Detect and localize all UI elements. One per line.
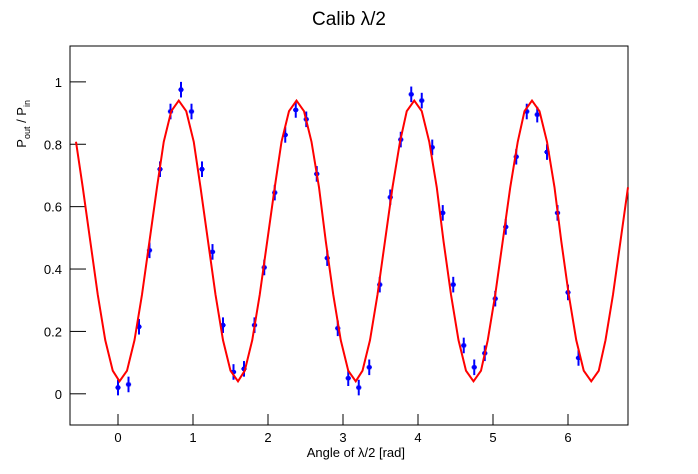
- y-tick-label: 0.6: [44, 200, 62, 215]
- y-label-part: P: [14, 139, 29, 148]
- y-tick-label: 0.2: [44, 324, 62, 339]
- data-point: [451, 282, 456, 287]
- data-point: [535, 112, 540, 117]
- x-axis-label: Angle of λ/2 [rad]: [307, 445, 405, 460]
- y-label-part: / P: [14, 107, 29, 127]
- y-tick-label: 0.4: [44, 262, 62, 277]
- data-point: [430, 145, 435, 150]
- y-label-part: out: [22, 126, 32, 139]
- x-tick-label: 3: [339, 430, 346, 445]
- data-point: [137, 324, 141, 329]
- data-point: [472, 365, 477, 370]
- data-point: [283, 132, 288, 137]
- data-point: [179, 87, 183, 92]
- data-point: [440, 210, 445, 215]
- data-point: [335, 326, 340, 331]
- data-point: [189, 109, 194, 114]
- data-point: [293, 107, 298, 112]
- data-point: [346, 376, 351, 381]
- data-point: [210, 249, 215, 254]
- x-tick-label: 1: [189, 430, 196, 445]
- data-point: [200, 167, 204, 172]
- data-point: [545, 150, 549, 155]
- data-point: [461, 343, 466, 348]
- x-tick-label: 5: [489, 430, 496, 445]
- data-point: [367, 365, 372, 370]
- x-tick-label: 2: [264, 430, 271, 445]
- data-point: [116, 385, 120, 390]
- data-point: [576, 355, 581, 360]
- data-point: [409, 92, 414, 97]
- data-point: [231, 369, 236, 374]
- fit-curve: [75, 98, 629, 384]
- y-tick-label: 1: [55, 75, 62, 90]
- x-tick-label: 0: [114, 430, 121, 445]
- data-point: [147, 248, 152, 253]
- y-tick-label: 0: [55, 387, 62, 402]
- data-point: [503, 224, 508, 229]
- y-axis-label: Pout / Pin: [14, 100, 32, 148]
- chart-title: Calib λ/2: [312, 9, 386, 30]
- y-tick-label: 0.8: [44, 137, 62, 152]
- data-point: [524, 109, 529, 114]
- data-point: [356, 385, 361, 390]
- x-tick-label: 6: [564, 430, 571, 445]
- data-point: [419, 98, 424, 103]
- data-point: [126, 382, 131, 387]
- y-label-part: in: [22, 100, 32, 107]
- plot-frame: [69, 45, 629, 426]
- x-tick-label: 4: [414, 430, 421, 445]
- data-point: [242, 366, 246, 371]
- data-point: [221, 323, 225, 328]
